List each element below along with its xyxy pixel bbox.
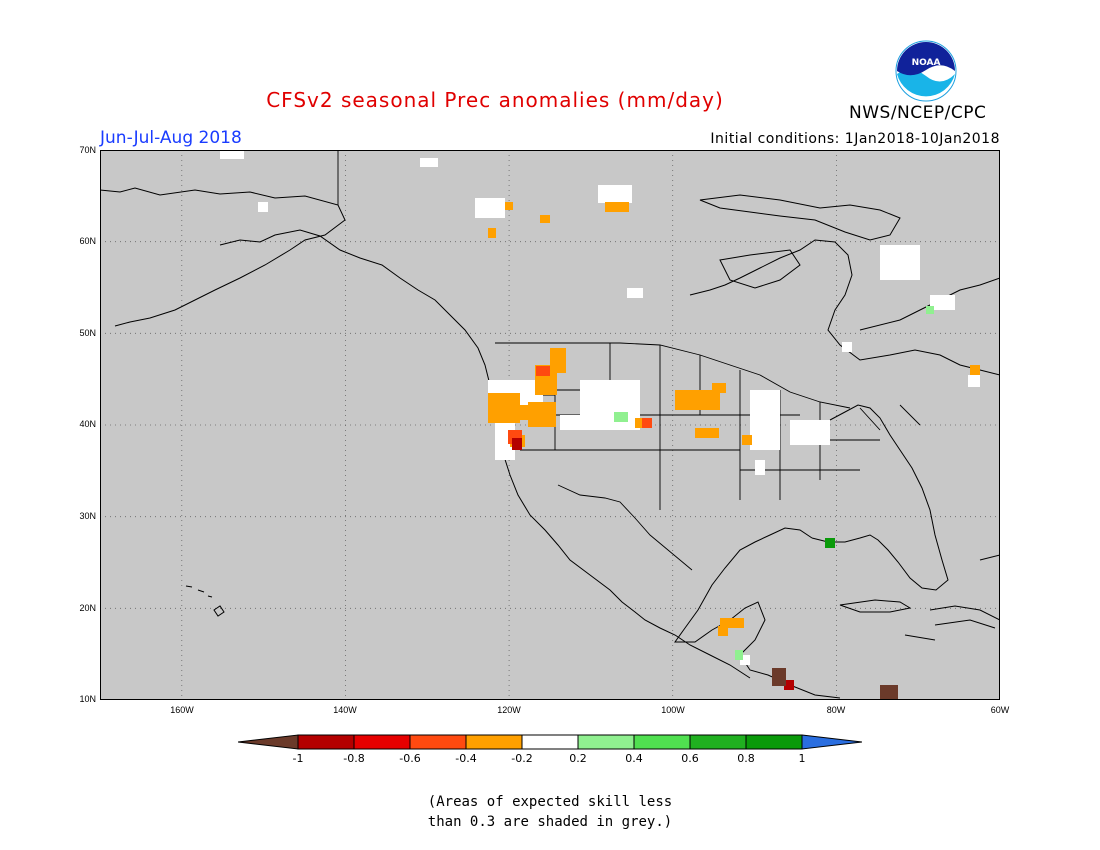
coastlines (100, 187, 1000, 699)
colorbar-swatch (521, 734, 579, 750)
colorbar-swatch (633, 734, 691, 750)
lat-label: 70N (79, 145, 96, 155)
lat-label: 30N (79, 511, 96, 521)
lon-label: 160W (170, 705, 194, 715)
skill-footnote: (Areas of expected skill less than 0.3 a… (0, 792, 1100, 832)
lat-label: 50N (79, 328, 96, 338)
colorbar-label: 1 (798, 752, 806, 765)
colorbar-arrow-high (801, 734, 862, 750)
map-title: CFSv2 seasonal Prec anomalies (mm/day) (266, 88, 724, 112)
colorbar-arrow-low (238, 734, 299, 750)
precip-anomaly-map (100, 150, 1000, 700)
colorbar-swatch (577, 734, 635, 750)
lat-label: 40N (79, 419, 96, 429)
colorbar-swatch (465, 734, 523, 750)
colorbar-label: 0.2 (569, 752, 587, 765)
colorbar-label: 0.8 (737, 752, 755, 765)
hawaii-islands (185, 585, 225, 617)
lon-label: 100W (661, 705, 685, 715)
colorbar-swatch (745, 734, 803, 750)
colorbar (238, 734, 862, 750)
forecast-period: Jun-Jul-Aug 2018 (100, 128, 242, 148)
colorbar-label: -0.6 (399, 752, 421, 765)
colorbar-swatch (353, 734, 411, 750)
svg-text:NOAA: NOAA (912, 58, 941, 68)
initial-conditions: Initial conditions: 1Jan2018-10Jan2018 (710, 131, 1000, 147)
colorbar-swatch (297, 734, 355, 750)
lat-label: 60N (79, 236, 96, 246)
colorbar-label: 0.4 (625, 752, 643, 765)
colorbar-label: 0.6 (681, 752, 699, 765)
agency-label: NWS/NCEP/CPC (849, 103, 987, 123)
colorbar-swatch (689, 734, 747, 750)
lon-label: 80W (826, 705, 846, 715)
colorbar-swatch (409, 734, 467, 750)
footnote-line: than 0.3 are shaded in grey.) (427, 814, 673, 830)
lon-label: 140W (333, 705, 357, 715)
lon-label: 120W (497, 705, 521, 715)
noaa-logo-icon: NOAA (895, 40, 957, 102)
lat-label: 20N (79, 603, 96, 613)
anomaly-cells (220, 150, 980, 700)
colorbar-label: -0.4 (455, 752, 477, 765)
colorbar-label: -0.2 (511, 752, 533, 765)
colorbar-label: -1 (292, 752, 304, 765)
colorbar-label: -0.8 (343, 752, 365, 765)
lat-label: 10N (79, 694, 96, 704)
footnote-line: (Areas of expected skill less (427, 794, 673, 810)
lon-label: 60W (990, 705, 1010, 715)
